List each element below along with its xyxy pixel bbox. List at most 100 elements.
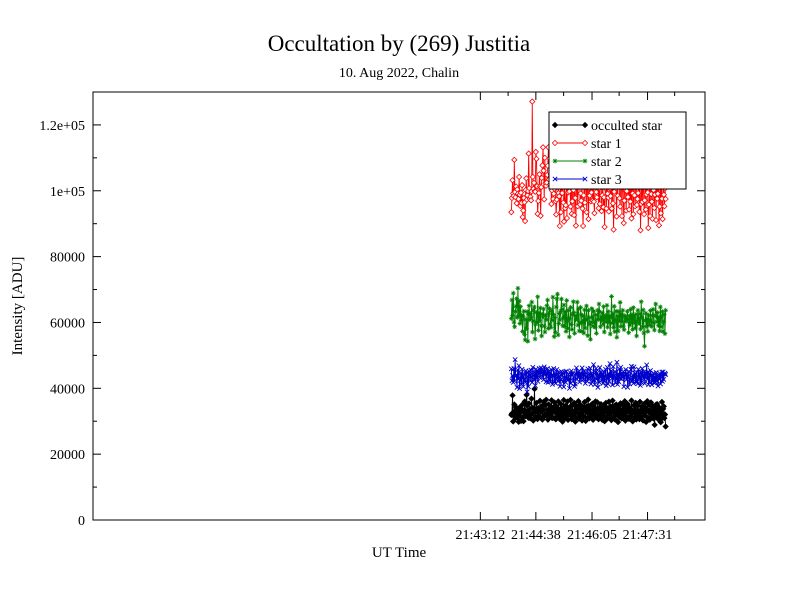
- data-point: [615, 371, 621, 377]
- data-point: [514, 384, 520, 390]
- data-point: [553, 304, 559, 310]
- data-point: [582, 307, 587, 313]
- y-axis-label: Intensity [ADU]: [10, 257, 26, 356]
- data-point: [535, 327, 541, 333]
- data-point: [639, 417, 647, 424]
- data-point: [635, 366, 641, 372]
- data-point: [593, 312, 599, 318]
- data-point: [566, 385, 573, 391]
- data-point: [598, 314, 604, 320]
- data-point: [615, 381, 621, 387]
- data-point: [593, 330, 599, 336]
- data-point: [571, 374, 577, 380]
- data-point: [528, 395, 535, 402]
- data-point: [578, 304, 583, 310]
- data-point: [521, 371, 527, 377]
- data-point: [596, 301, 602, 307]
- y-tick-label: 1e+05: [50, 185, 85, 200]
- data-point: [584, 317, 590, 323]
- data-point: [631, 192, 638, 199]
- data-point: [626, 313, 632, 319]
- data-point: [661, 411, 669, 418]
- data-point: [659, 215, 666, 223]
- y-tick-label: 0: [78, 514, 85, 529]
- data-point: [640, 307, 646, 313]
- data-point: [546, 310, 552, 316]
- data-point: [537, 212, 544, 219]
- data-point: [520, 384, 526, 390]
- data-point: [593, 194, 601, 201]
- data-point: [660, 328, 666, 334]
- data-point: [627, 322, 633, 328]
- data-point: [605, 309, 611, 314]
- data-point: [531, 376, 537, 382]
- data-point: [541, 323, 547, 329]
- data-point: [595, 384, 601, 390]
- data-point: [650, 306, 656, 312]
- data-point: [605, 381, 611, 387]
- data-point: [636, 316, 641, 321]
- data-point: [548, 200, 555, 208]
- data-point: [511, 366, 517, 372]
- data-point: [631, 320, 637, 326]
- legend-entry: star 2: [591, 155, 622, 170]
- data-point: [578, 312, 584, 317]
- data-point: [529, 98, 536, 105]
- data-point: [566, 307, 572, 313]
- data-point: [538, 323, 544, 329]
- data-point: [601, 378, 607, 384]
- data-point: [557, 317, 563, 323]
- data-point: [526, 311, 531, 317]
- data-point: [540, 167, 547, 174]
- data-point: [511, 156, 518, 163]
- data-point: [553, 211, 560, 218]
- data-point: [591, 209, 598, 217]
- data-point: [590, 323, 596, 329]
- data-point: [619, 319, 625, 325]
- data-point: [661, 311, 667, 317]
- data-point: [634, 189, 642, 197]
- data-point: [613, 375, 619, 381]
- data-point: [524, 326, 529, 332]
- data-point: [520, 207, 527, 214]
- data-point: [625, 316, 631, 322]
- data-point: [601, 223, 608, 231]
- axes: 21:43:12 21:44:38 21:46:05 21:47:31 0 20000 40…: [39, 92, 705, 543]
- data-point: [584, 378, 590, 384]
- data-point: [517, 321, 523, 326]
- data-point: [618, 212, 626, 220]
- data-point: [572, 313, 578, 319]
- data-point: [615, 328, 621, 334]
- data-point: [538, 183, 545, 191]
- data-point: [611, 303, 617, 309]
- data-point: [567, 203, 574, 210]
- data-point: [562, 324, 568, 329]
- data-point: [533, 155, 540, 162]
- data-point: [628, 215, 635, 222]
- data-point: [608, 315, 614, 320]
- data-point: [635, 381, 641, 387]
- data-point: [510, 372, 516, 378]
- data-point: [600, 321, 606, 327]
- data-point: [647, 379, 653, 385]
- data-point: [637, 311, 643, 317]
- data-point: [562, 202, 569, 209]
- series-occulted-star: [508, 385, 669, 430]
- data-point: [525, 400, 533, 407]
- data-point: [593, 366, 599, 372]
- data-point: [549, 381, 555, 387]
- data-point: [576, 306, 581, 312]
- data-point: [663, 371, 669, 377]
- data-point: [588, 319, 594, 325]
- data-point: [564, 298, 570, 303]
- data-point: [597, 365, 603, 371]
- data-point: [605, 208, 612, 215]
- data-point: [603, 313, 609, 318]
- data-point: [649, 215, 656, 222]
- data-point: [542, 182, 550, 189]
- data-point: [597, 309, 603, 314]
- data-point: [600, 412, 607, 419]
- data-point: [658, 324, 664, 330]
- data-point: [529, 299, 535, 305]
- data-point: [641, 330, 647, 336]
